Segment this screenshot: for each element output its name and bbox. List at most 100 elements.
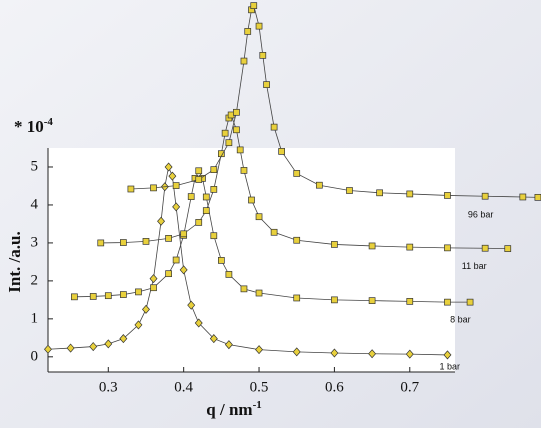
data-point [134,320,143,330]
data-point [150,284,157,292]
data-point [259,52,267,59]
data-point [120,239,127,246]
data-point [406,298,414,305]
data-point [149,274,158,284]
data-point [534,194,541,201]
x-tick-label: 0.4 [174,379,193,395]
data-point [135,288,142,296]
data-point [187,193,195,200]
y-multiplier-exponent: -4 [44,116,54,128]
data-point [293,236,301,244]
data-point [225,271,233,278]
x-axis-title-base: q / nm [206,400,252,419]
x-tick-label: 0.7 [400,379,419,395]
y-axis-title: Int. /a.u. [5,231,24,292]
data-point [195,176,203,183]
data-point [195,219,203,226]
data-point [250,2,258,9]
data-point [244,28,252,35]
data-point [330,348,339,358]
data-point [225,139,233,147]
x-tick-label: 0.6 [325,379,344,395]
data-point [444,192,451,199]
data-point [165,235,172,242]
plot-area [48,148,455,372]
series-label: 96 bar [468,210,494,220]
data-point [172,202,181,212]
data-point [233,108,240,116]
data-point [368,349,377,359]
data-point [202,207,210,214]
data-point [519,193,527,201]
data-point [44,344,52,354]
data-point [368,242,376,250]
data-point [187,300,196,310]
data-point [120,291,127,298]
data-point [368,297,376,304]
data-point [164,162,173,172]
data-point [405,349,414,359]
y-tick-label: 2 [31,272,39,288]
y-multiplier-base: * 10 [14,117,44,136]
data-point [180,230,188,238]
data-point [406,243,414,251]
data-point [315,181,323,189]
data-point [66,343,75,353]
data-point [376,189,383,197]
data-point [172,182,180,189]
data-point [194,318,203,328]
data-point [104,292,112,300]
data-point [504,245,512,252]
data-point [89,342,98,352]
data-point [292,347,301,357]
data-point [270,123,278,131]
data-point [165,270,172,278]
data-point [142,304,150,314]
data-point [202,193,210,201]
x-tick-label: 0.3 [99,379,118,395]
data-point [240,167,248,174]
data-point [443,350,452,360]
data-point [240,57,248,65]
y-tick-label: 0 [31,348,39,364]
y-multiplier: * 10-4 [14,116,53,136]
data-point [466,298,474,306]
y-tick-label: 5 [31,158,39,174]
data-point [150,184,157,192]
series-label: 1 bar [439,361,460,371]
data-point [270,228,278,236]
data-point [210,186,218,193]
x-axis-title-exponent: -1 [253,399,262,411]
series-label: 8 bar [450,315,471,325]
data-point [278,148,285,155]
data-point [233,126,240,134]
data-point [210,232,218,240]
data-point [255,22,263,30]
data-point [481,244,489,252]
series-label: 11 bar [462,261,487,271]
data-point [221,129,229,137]
data-point [331,296,338,304]
data-point [248,196,255,204]
y-tick-label: 3 [31,234,39,250]
data-point [142,238,150,245]
data-point [255,213,263,221]
data-point [224,340,233,350]
data-point [218,257,225,264]
data-point [89,293,97,300]
data-point [157,216,166,226]
data-point [263,81,270,88]
data-point [210,166,218,173]
data-point [97,239,105,247]
data-point [236,146,244,154]
data-point [179,265,188,275]
y-tick-label: 1 [31,310,39,326]
data-point [209,334,218,344]
data-point [168,171,177,181]
data-point [119,334,128,344]
x-tick-label: 0.5 [250,379,269,395]
data-point [481,192,489,200]
data-point [293,294,301,302]
data-point [127,185,135,193]
data-point [293,170,301,177]
